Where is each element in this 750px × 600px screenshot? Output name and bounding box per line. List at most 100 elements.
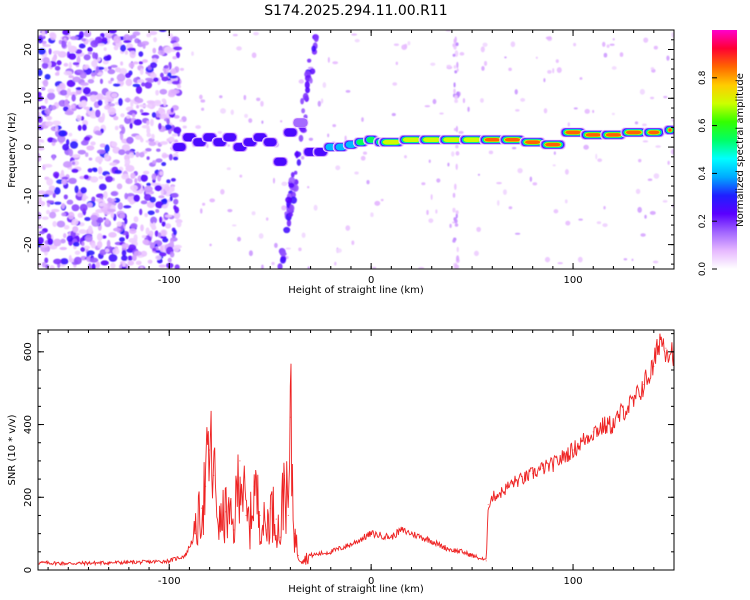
- spectrogram-cell: [671, 32, 674, 38]
- snr-data-point: [209, 449, 211, 451]
- spectrogram-cell: [119, 81, 124, 86]
- spectrogram-cell: [332, 61, 339, 65]
- spectrogram-cell: [167, 72, 172, 77]
- spectrogram-cell: [38, 91, 42, 97]
- spectrogram-cell: [145, 148, 152, 152]
- spectrogram-cell: [370, 212, 374, 218]
- spectrogram-cell: [172, 55, 177, 60]
- snr-data-point: [239, 460, 241, 462]
- spectrogram-cell: [134, 135, 142, 140]
- spectrogram-cell: [169, 75, 178, 79]
- spectrogram-cell: [87, 46, 93, 52]
- spectrogram-cell: [271, 261, 275, 266]
- spectrogram-cell: [553, 151, 556, 155]
- spectrogram-cell: [82, 87, 91, 95]
- spectrogram-cell: [139, 109, 144, 113]
- spectrogram-cell: [511, 147, 517, 150]
- spectrogram-cell: [583, 144, 589, 150]
- snr-data-point: [441, 545, 443, 547]
- spectrogram-cell: [44, 108, 52, 115]
- spectrogram-cell: [308, 137, 314, 141]
- spectrogram-cell: [283, 226, 291, 234]
- spectrogram-cell: [77, 212, 84, 218]
- spectrogram-cell: [129, 200, 135, 205]
- spectrogram-cell: [430, 62, 436, 66]
- spectrogram-cell: [279, 256, 286, 264]
- snr-data-point: [289, 416, 291, 418]
- spectrogram-cell: [41, 30, 46, 37]
- spectrogram-cell: [68, 132, 73, 137]
- spectrogram-cell: [122, 261, 126, 268]
- spectrogram-cell: [107, 107, 116, 116]
- spectrogram-cell: [153, 37, 157, 43]
- snr-data-point: [283, 474, 285, 477]
- snr-data-point: [225, 511, 227, 513]
- spectrogram-ridge: [171, 117, 674, 167]
- snr-data-point: [622, 409, 625, 411]
- spectrogram-cell: [38, 147, 45, 151]
- snr-data-point: [410, 533, 413, 535]
- spectrogram-cell: [168, 136, 175, 142]
- spectrogram-cell: [231, 224, 237, 227]
- spectrogram-cell: [96, 233, 103, 241]
- spectrogram-cell: [126, 115, 131, 119]
- spectrogram-cell: [41, 40, 47, 45]
- ridge-contour: [423, 137, 441, 143]
- spectrogram-cell: [474, 250, 479, 257]
- spectrogram-cell: [543, 108, 548, 114]
- spectrogram-cell: [603, 206, 606, 210]
- spectrogram-cell: [71, 168, 79, 173]
- spectrogram-cell: [52, 120, 61, 126]
- spectrogram-cell: [147, 210, 155, 216]
- spectrogram-cell: [79, 203, 88, 212]
- spectrogram-cell: [38, 138, 43, 143]
- spectrogram-cell: [256, 97, 261, 102]
- spectrogram-cell: [46, 178, 54, 186]
- spectrogram-cell: [82, 124, 87, 131]
- spectrogram-cell: [52, 50, 62, 55]
- spectrogram-cell: [191, 51, 194, 56]
- spectrogram-cell: [128, 228, 137, 235]
- spectrogram-cell: [103, 55, 111, 62]
- snr-data-point: [148, 561, 150, 563]
- spectrogram-cell: [144, 193, 152, 201]
- spectrogram-cell: [63, 194, 68, 200]
- spectrogram-cell: [456, 68, 459, 72]
- spectrogram-cell: [173, 114, 180, 119]
- spectrogram-cell: [140, 112, 150, 116]
- spectrogram-cell: [161, 230, 167, 237]
- ridge-contour: [484, 137, 500, 142]
- spectrogram-cell: [121, 126, 126, 135]
- spectrogram-cell: [418, 266, 425, 269]
- spectrogram-cell: [64, 110, 74, 116]
- spectrogram-cell: [146, 156, 150, 161]
- spectrogram-cell: [296, 159, 302, 166]
- spectrogram-cell: [121, 243, 130, 249]
- spectrogram-cell: [126, 136, 134, 144]
- spectrogram-cell: [336, 248, 342, 253]
- spectrogram-cell: [307, 185, 310, 189]
- snr-data-point: [451, 549, 453, 551]
- snr-data-point: [293, 533, 296, 535]
- colorbar-tick-label: 0.6: [698, 118, 708, 133]
- snr-y-axis: 0 200 400 600: [23, 333, 674, 573]
- spectrogram-cell: [97, 166, 103, 175]
- spectrogram-cell: [293, 170, 298, 175]
- spectrogram-cell: [83, 30, 92, 38]
- spectrogram-cell: [670, 148, 674, 155]
- snr-data-point: [665, 347, 667, 349]
- spectrogram-cell: [59, 83, 65, 89]
- spectrogram-cell: [301, 108, 306, 114]
- spectrogram-cell: [114, 169, 122, 174]
- spectrogram-cell: [455, 42, 459, 47]
- spectrogram-cell: [46, 200, 55, 204]
- spectrogram-cell: [327, 133, 330, 138]
- spectrogram-cell: [89, 94, 97, 102]
- y-tick-label: 400: [23, 415, 34, 434]
- spectrogram-cell: [455, 163, 458, 170]
- spectrogram-cell: [49, 265, 55, 269]
- spectrogram-cell: [135, 97, 144, 104]
- spectrogram-cell: [129, 50, 136, 59]
- spectrogram-cell: [446, 64, 452, 68]
- spectrogram-cell: [298, 134, 304, 142]
